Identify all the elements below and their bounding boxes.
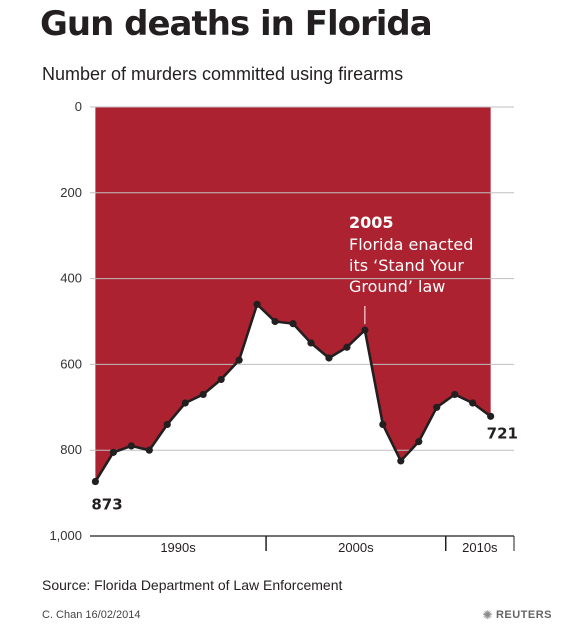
annotation-line-2: its ‘Stand Your xyxy=(349,256,464,275)
data-point-2001 xyxy=(289,320,297,328)
reuters-dots-icon: ✺ xyxy=(482,608,493,622)
y-tick-label-600: 600 xyxy=(60,356,82,371)
data-point-1992 xyxy=(127,442,135,450)
credit-line: C. Chan 16/02/2014 xyxy=(42,609,141,621)
x-group-label-2000s: 2000s xyxy=(338,540,374,555)
y-tick-label-800: 800 xyxy=(60,442,82,457)
data-point-2010 xyxy=(451,390,459,399)
data-point-1990 xyxy=(91,477,99,486)
value-label-1990: 873 xyxy=(91,496,122,514)
value-label-2012: 721 xyxy=(487,424,518,442)
reuters-logo-text: REUTERS xyxy=(495,609,552,621)
data-point-1994 xyxy=(163,420,171,429)
data-point-2005 xyxy=(361,326,369,334)
data-point-1996 xyxy=(199,390,207,399)
y-tick-label-1000: 1,000 xyxy=(49,528,82,543)
chart-title: Gun deaths in Florida xyxy=(40,4,433,44)
data-point-2009 xyxy=(433,403,441,411)
murders-area xyxy=(95,107,491,482)
data-point-1993 xyxy=(145,446,153,454)
data-point-2004 xyxy=(343,343,351,351)
y-tick-label-0: 0 xyxy=(75,99,82,114)
annotation-line-1: Florida enacted xyxy=(349,235,473,254)
data-point-2012 xyxy=(487,412,495,420)
data-point-1999 xyxy=(253,300,261,308)
data-point-2011 xyxy=(469,399,477,407)
data-point-2000 xyxy=(271,317,279,326)
data-point-1997 xyxy=(217,375,225,384)
data-point-1998 xyxy=(235,356,243,364)
annotation-year: 2005 xyxy=(349,213,394,232)
reuters-logo: ✺ REUTERS xyxy=(482,608,552,622)
y-tick-label-200: 200 xyxy=(60,185,82,200)
annotation-line-3: Ground’ law xyxy=(349,277,445,296)
x-group-label-2010s: 2010s xyxy=(462,540,498,555)
data-point-1995 xyxy=(181,399,189,407)
source-note: Source: Florida Department of Law Enforc… xyxy=(42,577,343,593)
data-point-2006 xyxy=(379,420,387,429)
data-point-2008 xyxy=(415,438,423,446)
data-point-1991 xyxy=(109,448,117,456)
y-tick-label-400: 400 xyxy=(60,271,82,286)
chart-subtitle: Number of murders committed using firear… xyxy=(42,64,404,84)
gun-deaths-chart: 0 200 400 600 800 1,000 1990s 2000s 2010s 873 721 2… xyxy=(49,99,518,555)
data-point-2002 xyxy=(307,339,315,347)
data-point-2007 xyxy=(397,457,405,465)
x-group-label-1990s: 1990s xyxy=(160,540,196,555)
data-point-2003 xyxy=(325,354,333,362)
